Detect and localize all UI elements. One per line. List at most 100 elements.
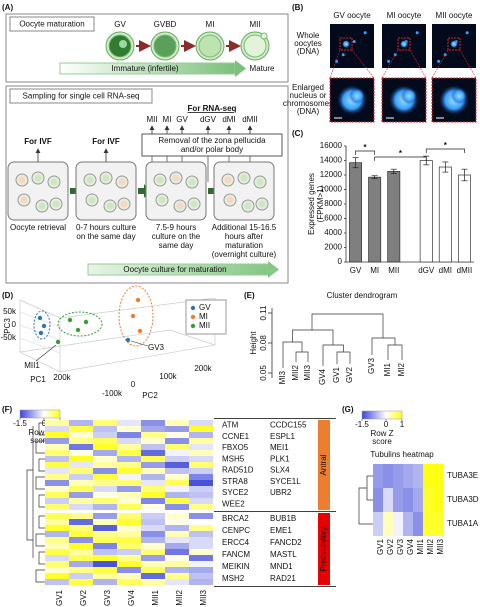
panel-label: (C) (292, 129, 303, 138)
heatmap-cell (45, 537, 69, 543)
heatmap-cell (117, 450, 141, 456)
row-label: Whole (297, 31, 320, 40)
significance-star: * (364, 143, 368, 152)
heatmap-cell (69, 525, 93, 531)
heatmap-cell (93, 468, 117, 474)
axis-label: PC2 (142, 391, 158, 400)
gene-label: MND1 (270, 562, 293, 571)
ivf-label: For IVF (92, 137, 120, 146)
heatmap-cell (165, 549, 189, 555)
y-tick-label: 14000 (320, 156, 343, 165)
dendrogram-branch (292, 329, 334, 345)
step-text: same day (159, 241, 194, 250)
bar (457, 174, 471, 263)
sample-label: dGV (200, 115, 217, 124)
heatmap-cell (423, 464, 433, 488)
column-label: GV3 (396, 538, 405, 555)
heatmap-cell (93, 513, 117, 519)
y-axis-label: Height (249, 331, 258, 355)
oocyte-core (156, 176, 164, 184)
heatmap-cell (93, 519, 117, 525)
axis-label: PC3 (3, 318, 12, 334)
colorbar (19, 409, 61, 419)
heatmap-cell (189, 438, 213, 444)
oocyte-core (86, 176, 94, 184)
heatmap-cell (189, 468, 213, 474)
heatmap-cell (189, 504, 213, 510)
dendrogram-branch (35, 440, 45, 454)
panel-label: (D) (2, 291, 13, 300)
heatmap-cell (141, 462, 165, 468)
gene-label: MASTL (270, 550, 297, 559)
arrow-head (268, 261, 279, 278)
dendrogram-branch (38, 515, 45, 529)
heatmap-cell (117, 549, 141, 555)
gene-label: ESPL1 (270, 432, 295, 441)
row-label: nucleus or (290, 91, 327, 100)
heatmap-cell (93, 480, 117, 486)
heatmap-cell (383, 464, 393, 488)
ivf-label: For IVF (24, 137, 52, 146)
heatmap-cell (141, 504, 165, 510)
oocyte-core (34, 174, 42, 182)
heatmap-cell (69, 438, 93, 444)
oocyte-core (120, 200, 128, 208)
zoom-line (381, 49, 399, 79)
heatmap-cell (141, 438, 165, 444)
removal-text: and/or polar body (181, 145, 243, 154)
heatmap-cell (383, 512, 393, 536)
column-label: MII1 (416, 538, 425, 554)
dendrogram-branch (358, 475, 373, 525)
oocyte-core (244, 202, 252, 210)
y-tick-label: 4000 (324, 228, 342, 237)
gene-label: WEE2 (222, 499, 245, 508)
heatmap-cell (165, 531, 189, 537)
heatmap-cell (45, 561, 69, 567)
heatmap-cell (413, 488, 423, 512)
heatmap-cell (189, 474, 213, 480)
heatmap-cell (141, 432, 165, 438)
heatmap-cell (165, 537, 189, 543)
dendrogram-branch (295, 351, 309, 362)
removal-box (141, 133, 283, 157)
heatmap-cell (189, 543, 213, 549)
heatmap-cell (69, 549, 93, 555)
heatmap-cell (117, 438, 141, 444)
heatmap-cell (117, 531, 141, 537)
dna-blob (400, 40, 408, 48)
heatmap-cell (117, 486, 141, 492)
heatmap-cell (69, 462, 93, 468)
heatmap-cell (117, 555, 141, 561)
legend-marker (190, 314, 196, 320)
rna-seq-label: For RNA-seq (188, 104, 237, 113)
row-label: TUBA1A (447, 519, 479, 528)
leaf-label: MI3 (278, 370, 287, 384)
pc2-tick-label: 100k (159, 372, 177, 381)
oocyte-core (20, 196, 28, 204)
annotation-line (130, 340, 149, 347)
group-label: Preovulatory (319, 527, 328, 572)
heatmap-cell (165, 504, 189, 510)
heatmap-cell (93, 456, 117, 462)
row-label: Enlarged (292, 83, 324, 92)
pc1-tick-label: -100k (102, 389, 123, 398)
sample-label: GV (176, 115, 188, 124)
gene-label: ATM (222, 421, 239, 430)
bar (438, 166, 452, 263)
heatmap-cell (189, 480, 213, 486)
oocyte-core (88, 196, 96, 204)
colorbar-tick-label: -1.5 (13, 419, 27, 428)
dna-blob (451, 88, 467, 104)
heatmap-cell (393, 512, 403, 536)
y-tick-label: 0 (338, 257, 343, 266)
heatmap-cell (141, 579, 165, 585)
arrow-head (235, 60, 246, 77)
heatmap-cell (93, 426, 117, 432)
point-annotation: MII1 (24, 361, 40, 370)
dendrogram-branch (387, 344, 403, 360)
point-annotation: GV3 (148, 343, 165, 352)
heatmap-cell (423, 488, 433, 512)
heatmap-cell (93, 531, 117, 537)
column-label: GV2 (79, 589, 88, 606)
dendrogram-branch (38, 494, 45, 508)
